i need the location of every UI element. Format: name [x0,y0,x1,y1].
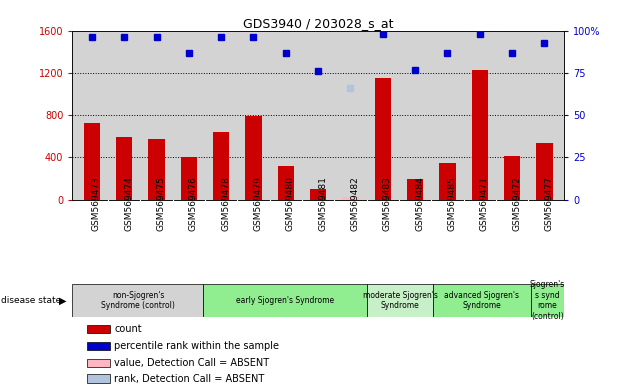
Bar [87,359,110,367]
Bar [439,163,455,200]
Text: GSM569475: GSM569475 [156,177,166,231]
Bar [87,374,110,383]
Bar [472,70,488,200]
Bar [87,342,110,350]
Bar [536,143,553,200]
Bar [72,284,203,317]
Text: GSM569476: GSM569476 [189,177,198,231]
Text: GSM569484: GSM569484 [415,177,424,231]
Bar [531,284,564,317]
Text: GSM569485: GSM569485 [447,177,457,231]
Bar [407,179,423,200]
Bar [310,189,326,200]
Text: GSM569472: GSM569472 [512,177,521,231]
Text: moderate Sjogren's
Syndrome: moderate Sjogren's Syndrome [363,291,437,310]
Text: value, Detection Call = ABSENT: value, Detection Call = ABSENT [114,358,269,368]
Bar [367,284,433,317]
Bar [181,157,197,200]
Bar [116,137,132,200]
Bar [203,284,367,317]
Text: GSM569482: GSM569482 [350,177,360,231]
Text: Sjogren's
s synd
rome
(control): Sjogren's s synd rome (control) [530,280,565,321]
Bar [278,166,294,200]
Text: percentile rank within the sample: percentile rank within the sample [114,341,279,351]
Bar [84,122,100,200]
Text: early Sjogren's Syndrome: early Sjogren's Syndrome [236,296,335,305]
Bar [246,116,261,200]
Text: GSM569479: GSM569479 [253,177,263,231]
Text: GSM569473: GSM569473 [92,177,101,231]
Text: disease state: disease state [1,296,62,305]
Text: GSM569478: GSM569478 [221,177,230,231]
Text: GSM569483: GSM569483 [383,177,392,231]
Bar [504,156,520,200]
Text: GSM569481: GSM569481 [318,177,327,231]
Bar [87,325,110,333]
Text: GSM569477: GSM569477 [544,177,553,231]
Text: GSM569471: GSM569471 [480,177,489,231]
Text: count: count [114,324,142,334]
Bar [433,284,531,317]
Text: rank, Detection Call = ABSENT: rank, Detection Call = ABSENT [114,374,264,384]
Text: advanced Sjogren's
Syndrome: advanced Sjogren's Syndrome [444,291,520,310]
Bar [342,197,358,200]
Text: ▶: ▶ [59,296,66,306]
Bar [213,132,229,200]
Text: non-Sjogren's
Syndrome (control): non-Sjogren's Syndrome (control) [101,291,175,310]
Title: GDS3940 / 203028_s_at: GDS3940 / 203028_s_at [243,17,393,30]
Text: GSM569480: GSM569480 [286,177,295,231]
Text: GSM569474: GSM569474 [124,177,133,231]
Bar [149,139,164,200]
Bar [375,78,391,200]
